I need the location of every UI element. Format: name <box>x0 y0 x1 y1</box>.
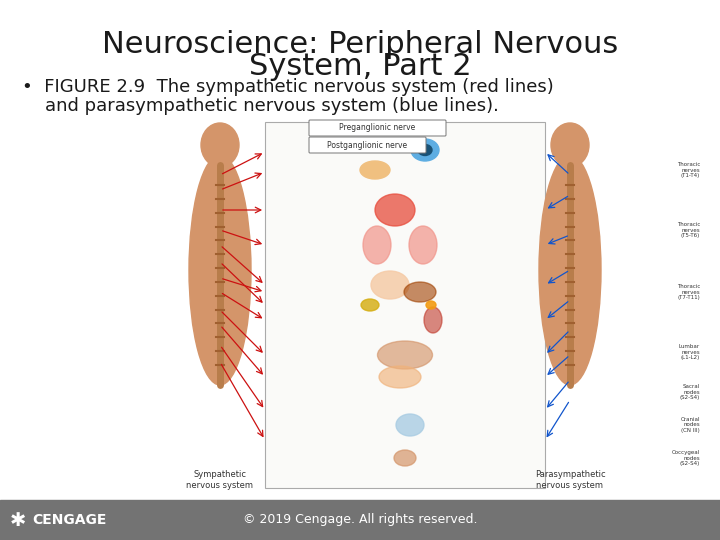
Text: Thoracic
nerves
(T1-T4): Thoracic nerves (T1-T4) <box>677 161 700 178</box>
Text: Sacral
nodes
(S2-S4): Sacral nodes (S2-S4) <box>680 384 700 400</box>
Text: Thoracic
nerves
(T5-T6): Thoracic nerves (T5-T6) <box>677 222 700 238</box>
Bar <box>212 157 228 175</box>
Ellipse shape <box>375 194 415 226</box>
Bar <box>0 500 720 540</box>
Ellipse shape <box>404 282 436 302</box>
Ellipse shape <box>189 155 251 385</box>
Ellipse shape <box>539 155 601 385</box>
Text: CENGAGE: CENGAGE <box>32 513 107 527</box>
Ellipse shape <box>394 450 416 466</box>
Ellipse shape <box>371 271 409 299</box>
Bar <box>562 157 578 175</box>
Ellipse shape <box>396 414 424 436</box>
Text: Cranial
nodes
(CN III): Cranial nodes (CN III) <box>680 417 700 433</box>
Text: Lumbar
nerves
(L1-L2): Lumbar nerves (L1-L2) <box>679 343 700 360</box>
Bar <box>265 122 545 488</box>
Text: System, Part 2: System, Part 2 <box>248 52 472 81</box>
Ellipse shape <box>409 226 437 264</box>
Text: and parasympathetic nervous system (blue lines).: and parasympathetic nervous system (blue… <box>22 97 499 115</box>
Text: Neuroscience: Peripheral Nervous: Neuroscience: Peripheral Nervous <box>102 30 618 59</box>
Ellipse shape <box>201 123 239 167</box>
Text: Coccygeal
nodes
(S2-S4): Coccygeal nodes (S2-S4) <box>672 450 700 467</box>
Ellipse shape <box>411 139 439 161</box>
Ellipse shape <box>424 307 442 333</box>
Ellipse shape <box>379 366 421 388</box>
Ellipse shape <box>363 226 391 264</box>
Ellipse shape <box>426 301 436 309</box>
Text: Preganglionic nerve: Preganglionic nerve <box>339 124 415 132</box>
Text: ✱: ✱ <box>10 510 26 530</box>
Text: Thoracic
nerves
(T7-T11): Thoracic nerves (T7-T11) <box>677 284 700 300</box>
FancyBboxPatch shape <box>309 137 426 153</box>
Ellipse shape <box>551 123 589 167</box>
Ellipse shape <box>418 145 432 156</box>
Text: Postganglionic nerve: Postganglionic nerve <box>327 140 407 150</box>
Ellipse shape <box>377 341 433 369</box>
Text: Sympathetic
nervous system: Sympathetic nervous system <box>186 470 253 490</box>
Text: •  FIGURE 2.9  The sympathetic nervous system (red lines): • FIGURE 2.9 The sympathetic nervous sys… <box>22 78 554 96</box>
Ellipse shape <box>361 299 379 311</box>
Text: Parasympathetic
nervous system: Parasympathetic nervous system <box>535 470 606 490</box>
Ellipse shape <box>360 161 390 179</box>
Text: © 2019 Cengage. All rights reserved.: © 2019 Cengage. All rights reserved. <box>243 514 477 526</box>
FancyBboxPatch shape <box>309 120 446 136</box>
